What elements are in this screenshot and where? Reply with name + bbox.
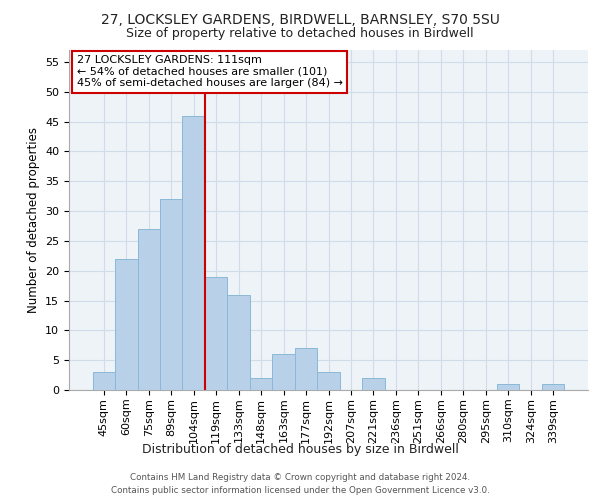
Bar bbox=[137, 229, 160, 390]
Bar bbox=[317, 372, 340, 390]
Text: 27 LOCKSLEY GARDENS: 111sqm
← 54% of detached houses are smaller (101)
45% of se: 27 LOCKSLEY GARDENS: 111sqm ← 54% of det… bbox=[77, 55, 343, 88]
Bar bbox=[205, 276, 227, 390]
Text: Size of property relative to detached houses in Birdwell: Size of property relative to detached ho… bbox=[126, 28, 474, 40]
Bar bbox=[227, 294, 250, 390]
Text: Contains public sector information licensed under the Open Government Licence v3: Contains public sector information licen… bbox=[110, 486, 490, 495]
Text: Distribution of detached houses by size in Birdwell: Distribution of detached houses by size … bbox=[142, 442, 458, 456]
Bar bbox=[542, 384, 565, 390]
Y-axis label: Number of detached properties: Number of detached properties bbox=[26, 127, 40, 313]
Text: 27, LOCKSLEY GARDENS, BIRDWELL, BARNSLEY, S70 5SU: 27, LOCKSLEY GARDENS, BIRDWELL, BARNSLEY… bbox=[101, 12, 499, 26]
Bar bbox=[160, 199, 182, 390]
Bar bbox=[250, 378, 272, 390]
Bar bbox=[362, 378, 385, 390]
Bar bbox=[272, 354, 295, 390]
Bar bbox=[295, 348, 317, 390]
Bar bbox=[115, 259, 137, 390]
Bar bbox=[497, 384, 520, 390]
Bar bbox=[182, 116, 205, 390]
Text: Contains HM Land Registry data © Crown copyright and database right 2024.: Contains HM Land Registry data © Crown c… bbox=[130, 472, 470, 482]
Bar bbox=[92, 372, 115, 390]
